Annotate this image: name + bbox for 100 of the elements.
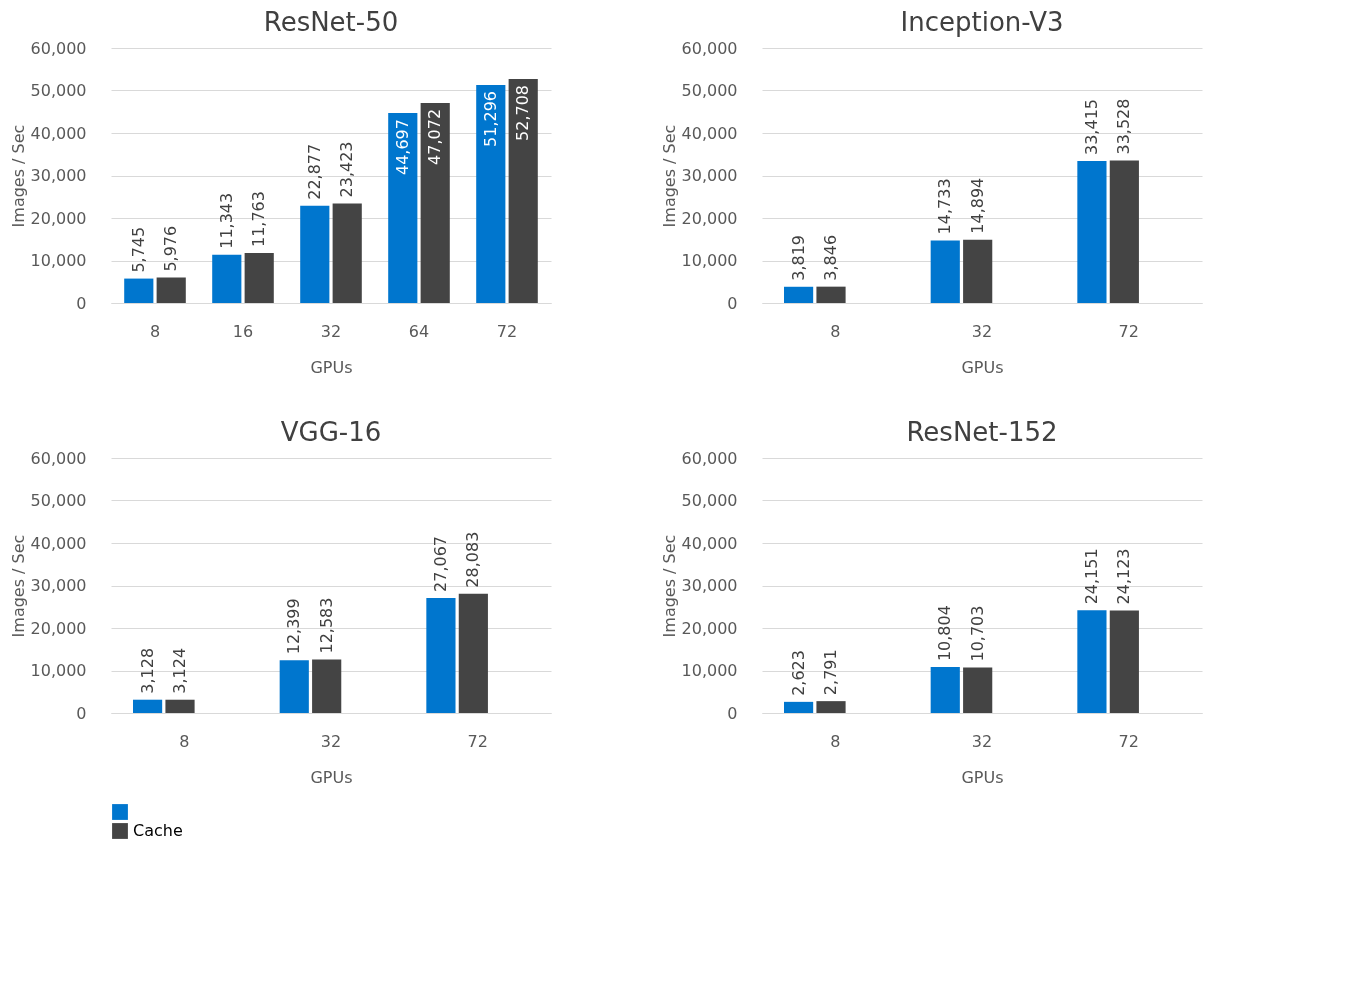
x-axis-title: GPUs — [310, 357, 353, 377]
data-label: 28,083 — [463, 531, 483, 588]
x-tick-label: 64 — [408, 321, 430, 341]
bar — [476, 84, 506, 303]
bar — [458, 593, 488, 713]
y-tick-label: 60,000 — [681, 448, 738, 468]
data-label: 27,067 — [430, 535, 450, 592]
x-tick-label: 32 — [971, 321, 993, 341]
x-tick-label: 8 — [830, 321, 841, 341]
chart-title: Inception-V3 — [900, 7, 1064, 37]
bar — [165, 699, 195, 713]
data-label: 47,072 — [425, 108, 445, 165]
y-tick-label: 0 — [76, 293, 87, 313]
x-tick-label: 32 — [320, 321, 342, 341]
x-tick-label: 72 — [1118, 731, 1139, 751]
bar — [420, 102, 450, 303]
bar — [300, 205, 330, 303]
y-tick-label: 20,000 — [681, 208, 738, 228]
bar — [963, 239, 993, 303]
y-tick-label: 50,000 — [681, 491, 738, 510]
x-tick-label: 16 — [232, 321, 254, 341]
bar — [156, 277, 186, 303]
y-tick-label: 20,000 — [30, 208, 87, 228]
x-tick-label: 32 — [320, 731, 342, 751]
bar — [784, 701, 814, 713]
bar — [124, 278, 154, 303]
data-label: 2,623 — [788, 650, 808, 696]
x-tick-label: 32 — [971, 731, 993, 751]
y-tick-label: 60,000 — [30, 38, 87, 58]
data-label: 11,763 — [249, 191, 269, 248]
chart-title: ResNet-50 — [263, 7, 399, 37]
bar — [244, 253, 274, 303]
y-tick-label: 10,000 — [681, 251, 738, 270]
y-tick-label: 10,000 — [30, 251, 87, 270]
bar — [508, 78, 538, 303]
x-tick-label: 72 — [467, 731, 488, 751]
x-tick-label: 8 — [830, 731, 841, 751]
y-tick-label: 10,000 — [681, 661, 738, 680]
bar — [963, 667, 993, 713]
x-tick-label: 72 — [1118, 321, 1139, 341]
y-tick-label: 40,000 — [30, 533, 87, 553]
y-tick-label: 60,000 — [681, 38, 738, 58]
bar — [212, 254, 242, 303]
data-label: 33,528 — [1114, 98, 1134, 155]
y-axis-title: Images / Sec — [659, 124, 679, 228]
data-label: 12,399 — [284, 598, 304, 655]
data-label: 12,583 — [316, 597, 336, 654]
y-axis-title: Images / Sec — [8, 124, 28, 228]
y-tick-label: 50,000 — [30, 491, 87, 510]
bar — [1077, 610, 1107, 713]
data-label: 14,733 — [935, 178, 955, 235]
data-label: 44,697 — [392, 119, 412, 176]
data-label: 11,343 — [216, 192, 236, 249]
data-label: 2,791 — [821, 649, 841, 696]
y-tick-label: 0 — [727, 703, 738, 723]
y-tick-label: 50,000 — [30, 81, 87, 100]
y-tick-label: 60,000 — [30, 448, 87, 468]
data-label: 22,877 — [304, 143, 324, 200]
y-axis-title: Images / Sec — [8, 534, 28, 638]
y-tick-label: 40,000 — [30, 123, 87, 143]
data-label: 14,894 — [967, 177, 987, 234]
bar — [1109, 160, 1139, 303]
y-tick-label: 10,000 — [30, 661, 87, 680]
bar — [312, 659, 342, 713]
bar — [816, 701, 846, 713]
y-tick-label: 20,000 — [30, 618, 87, 638]
data-label: 3,128 — [137, 647, 157, 694]
data-label: 23,423 — [337, 141, 357, 198]
data-label: 3,124 — [170, 647, 190, 694]
y-tick-label: 30,000 — [681, 576, 738, 595]
data-label: 3,819 — [788, 234, 808, 281]
bar — [816, 286, 846, 303]
y-tick-label: 0 — [727, 293, 738, 313]
data-label: 5,745 — [128, 226, 148, 273]
data-label: 10,703 — [967, 605, 987, 662]
y-tick-label: 30,000 — [681, 166, 738, 185]
y-tick-label: 40,000 — [681, 123, 738, 143]
data-label: 10,804 — [935, 605, 955, 662]
bar — [1109, 610, 1139, 713]
bar — [426, 597, 456, 713]
bar — [332, 203, 362, 303]
data-label: 5,976 — [161, 225, 181, 272]
bar — [133, 699, 163, 713]
x-axis-title: GPUs — [961, 357, 1004, 377]
y-axis-title: Images / Sec — [659, 534, 679, 638]
bar — [930, 240, 960, 303]
y-tick-label: 30,000 — [30, 576, 87, 595]
x-tick-label: 72 — [496, 321, 518, 341]
data-label: 52,708 — [513, 84, 533, 141]
chart-title: VGG-16 — [280, 417, 382, 447]
bar — [388, 113, 418, 303]
bar — [1077, 160, 1107, 303]
y-tick-label: 0 — [76, 703, 87, 723]
data-label: 24,151 — [1081, 548, 1101, 605]
x-axis-title: GPUs — [961, 767, 1004, 787]
chart-title: ResNet-152 — [906, 417, 1058, 447]
data-label: 33,415 — [1081, 99, 1101, 155]
x-axis-title: GPUs — [310, 767, 353, 787]
legend-label: Cache — [133, 821, 183, 840]
x-tick-label: 8 — [149, 321, 161, 341]
